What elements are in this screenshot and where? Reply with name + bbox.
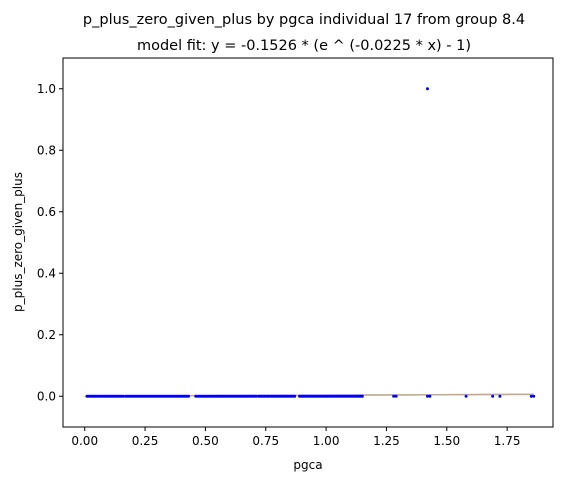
x-tick-label: 0.50 <box>192 434 219 448</box>
data-point <box>361 395 364 398</box>
y-tick-label: 0.6 <box>37 205 56 219</box>
y-tick-label: 0.2 <box>37 328 56 342</box>
chart-title: p_plus_zero_given_plus by pgca individua… <box>83 12 525 28</box>
chart-subtitle: model fit: y = -0.1526 * (e ^ (-0.0225 *… <box>137 38 471 54</box>
data-point <box>395 395 398 398</box>
data-point <box>491 395 494 398</box>
x-tick-label: 0.25 <box>132 434 159 448</box>
plot-area <box>63 58 553 427</box>
data-point <box>532 395 535 398</box>
data-point <box>428 395 431 398</box>
y-tick-label: 0.4 <box>37 266 56 280</box>
x-tick-label: 1.25 <box>373 434 400 448</box>
x-tick-label: 0.00 <box>71 434 98 448</box>
data-point <box>426 87 429 90</box>
y-axis: 0.0 0.2 0.4 0.6 0.8 1.0 <box>37 82 63 404</box>
x-tick-label: 1.00 <box>313 434 340 448</box>
data-point <box>498 395 501 398</box>
y-axis-label: p_plus_zero_given_plus <box>11 172 25 312</box>
data-point <box>187 395 190 398</box>
y-tick-label: 1.0 <box>37 82 56 96</box>
data-point <box>465 395 468 398</box>
x-axis-label: pgca <box>293 458 322 472</box>
x-tick-label: 0.75 <box>252 434 279 448</box>
x-tick-label: 1.50 <box>433 434 460 448</box>
data-point <box>293 395 296 398</box>
x-axis: 0.00 0.25 0.50 0.75 1.00 1.25 1.50 1.75 <box>71 427 520 448</box>
data-points <box>86 87 536 398</box>
y-tick-label: 0.0 <box>37 389 56 403</box>
y-tick-label: 0.8 <box>37 143 56 157</box>
x-tick-label: 1.75 <box>494 434 521 448</box>
